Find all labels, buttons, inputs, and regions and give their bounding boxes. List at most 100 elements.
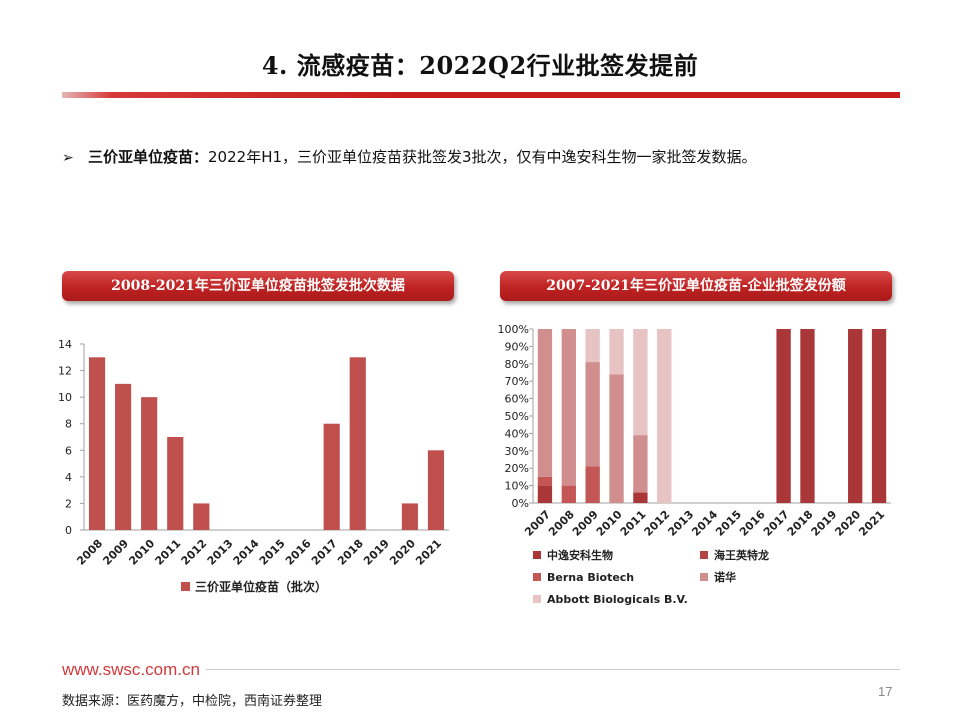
right-legend-swatch <box>700 551 708 559</box>
left-x-tick-label: 2013 <box>205 537 236 568</box>
right-bar-segment <box>776 329 791 503</box>
right-legend-label: 海王英特龙 <box>714 548 769 562</box>
left-bar <box>141 397 158 530</box>
left-x-tick-label: 2012 <box>179 537 210 568</box>
left-y-tick-label: 12 <box>58 365 72 378</box>
right-legend-swatch <box>700 573 708 581</box>
left-y-tick-label: 0 <box>65 524 72 537</box>
footer-divider <box>206 669 900 670</box>
right-bar-segment <box>848 329 863 503</box>
left-x-tick-label: 2020 <box>387 537 418 568</box>
left-x-tick-label: 2009 <box>100 537 131 568</box>
left-x-tick-label: 2017 <box>309 537 340 568</box>
right-y-tick-label: 50% <box>505 410 529 423</box>
left-x-tick-label: 2021 <box>413 537 444 568</box>
left-x-tick-label: 2011 <box>153 537 184 568</box>
bullet-lead: 三价亚单位疫苗： <box>88 148 209 166</box>
right-x-tick-label: 2009 <box>570 508 601 539</box>
right-x-tick-label: 2017 <box>761 508 792 539</box>
right-bar-segment <box>633 329 648 436</box>
left-chart-heading: 2008-2021年三价亚单位疫苗批签发批次数据 <box>62 271 454 301</box>
right-legend-label: Berna Biotech <box>547 571 634 584</box>
left-x-tick-label: 2008 <box>74 537 105 568</box>
left-bar <box>323 423 340 530</box>
right-y-tick-label: 70% <box>505 375 529 388</box>
right-y-tick-label: 90% <box>505 340 529 353</box>
right-x-tick-label: 2014 <box>689 508 720 539</box>
right-bar-segment <box>585 329 600 363</box>
left-y-tick-label: 6 <box>65 444 72 457</box>
left-bar <box>88 357 106 530</box>
left-y-tick-label: 10 <box>58 391 72 404</box>
right-x-tick-label: 2008 <box>546 508 577 539</box>
right-y-tick-label: 40% <box>505 427 529 440</box>
right-legend-label: 诺华 <box>714 570 736 584</box>
left-x-tick-label: 2015 <box>257 537 288 568</box>
left-bar-chart: 0246810121420082009201020112012201320142… <box>58 338 449 594</box>
left-bar <box>349 357 366 530</box>
right-bar-segment <box>585 362 600 467</box>
left-x-tick-label: 2014 <box>231 537 262 568</box>
right-x-tick-label: 2007 <box>522 508 553 539</box>
left-x-tick-label: 2010 <box>126 537 157 568</box>
right-x-tick-label: 2018 <box>785 508 816 539</box>
left-bar <box>167 437 184 530</box>
right-bar-segment <box>633 435 648 493</box>
right-x-tick-label: 2015 <box>713 508 744 539</box>
bullet-point: ➢ 三价亚单位疫苗：2022年H1，三价亚单位疫苗获批签发3批次，仅有中逸安科生物… <box>62 146 922 167</box>
right-y-tick-label: 0% <box>512 497 529 510</box>
page-number: 17 <box>878 684 893 699</box>
right-y-tick-label: 100% <box>498 323 529 336</box>
left-y-tick-label: 8 <box>65 418 72 431</box>
right-stacked-chart: 0%10%20%30%40%50%60%70%80%90%100%2007200… <box>498 323 891 606</box>
footer-url: www.swsc.com.cn <box>62 660 200 679</box>
right-x-tick-label: 2016 <box>737 508 768 539</box>
right-x-tick-label: 2021 <box>856 508 887 539</box>
right-y-tick-label: 60% <box>505 393 529 406</box>
left-bar <box>427 450 445 530</box>
right-bar-segment <box>871 329 887 503</box>
right-legend-label: 中逸安科生物 <box>547 548 613 562</box>
right-legend-swatch <box>533 595 541 603</box>
right-x-tick-label: 2020 <box>832 508 863 539</box>
right-legend-swatch <box>533 551 541 559</box>
page-title: 4. 流感疫苗：2022Q2行业批签发提前 <box>261 51 699 80</box>
right-bar-segment <box>585 466 600 503</box>
right-bar-segment <box>800 329 815 503</box>
right-bar-segment <box>561 485 576 503</box>
left-x-tick-label: 2018 <box>335 537 366 568</box>
left-bar <box>115 383 132 530</box>
right-bar-segment <box>609 374 624 503</box>
right-bar-segment <box>657 329 672 503</box>
bullet-text: 2022年H1，三价亚单位疫苗获批签发3批次，仅有中逸安科生物一家批签发数据。 <box>208 148 757 166</box>
right-legend-swatch <box>533 573 541 581</box>
left-y-tick-label: 4 <box>65 471 72 484</box>
right-y-tick-label: 10% <box>505 480 529 493</box>
right-bar-segment <box>537 329 553 477</box>
right-bar-segment <box>609 329 624 375</box>
right-bar-segment <box>561 329 576 486</box>
right-y-tick-label: 20% <box>505 462 529 475</box>
right-bar-segment <box>537 485 553 503</box>
right-x-tick-label: 2012 <box>642 508 673 539</box>
left-bar <box>193 503 210 530</box>
left-bar <box>401 503 418 530</box>
right-bar-segment <box>633 492 648 503</box>
right-chart-heading: 2007-2021年三价亚单位疫苗-企业批签发份额 <box>500 271 892 301</box>
left-legend-swatch <box>181 582 190 591</box>
left-y-tick-label: 2 <box>65 497 72 510</box>
right-x-tick-label: 2011 <box>618 508 649 539</box>
right-x-tick-label: 2013 <box>665 508 696 539</box>
right-x-tick-label: 2019 <box>809 508 840 539</box>
arrow-bullet-icon: ➢ <box>62 150 74 166</box>
data-source: 数据来源：医药魔方，中检院，西南证券整理 <box>62 694 323 709</box>
right-x-tick-label: 2010 <box>594 508 625 539</box>
left-x-tick-label: 2019 <box>361 537 392 568</box>
left-x-tick-label: 2016 <box>283 537 314 568</box>
right-legend-label: Abbott Biologicals B.V. <box>547 593 688 606</box>
right-bar-segment <box>537 476 553 486</box>
left-legend-label: 三价亚单位疫苗（批次） <box>195 579 327 594</box>
title-underline <box>62 92 900 98</box>
right-y-tick-label: 80% <box>505 358 529 371</box>
